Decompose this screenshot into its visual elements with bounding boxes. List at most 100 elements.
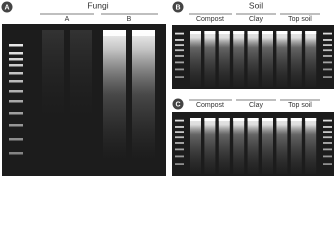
lane-smear <box>247 31 259 87</box>
ladder-band <box>175 68 184 71</box>
group-label: B <box>127 16 132 23</box>
lane-band <box>218 118 230 121</box>
lane-smear <box>190 31 201 87</box>
ladder-band <box>175 142 184 144</box>
lane-band <box>276 118 288 121</box>
group-label: A <box>65 16 70 23</box>
panel-title: Soil <box>249 0 263 10</box>
ladder-band <box>175 148 184 151</box>
ladder-band <box>323 61 332 64</box>
lane-smear <box>262 31 273 87</box>
panel-badge <box>172 1 184 13</box>
ladder-band <box>175 131 184 133</box>
lane-band <box>247 118 259 121</box>
lane-band <box>305 118 317 121</box>
lane-band <box>262 118 273 121</box>
ladder-band <box>175 49 184 52</box>
ladder-band <box>9 52 23 55</box>
ladder-band <box>175 32 184 35</box>
lane-band <box>233 118 245 121</box>
lane-smear <box>247 118 259 174</box>
panel-badge <box>1 1 13 13</box>
ladder-band <box>323 163 332 165</box>
lane-smear <box>290 118 302 174</box>
group-label: Top soil <box>288 102 312 109</box>
lane-smear <box>132 30 155 160</box>
panel-title: Fungi <box>87 0 108 10</box>
lane-band <box>290 31 302 34</box>
lane-band <box>190 118 201 121</box>
ladder-band <box>323 131 332 133</box>
figure: A Fungi A B B Soil Compost Clay Top soil… <box>1 0 334 176</box>
ladder-band <box>323 148 332 151</box>
lane-band <box>290 118 302 121</box>
ladder-band <box>175 61 184 64</box>
lane-band <box>305 31 317 34</box>
ladder-band <box>323 49 332 52</box>
ladder-band <box>9 80 23 83</box>
ladder-band <box>323 155 332 158</box>
ladder-band <box>175 126 184 128</box>
ladder-band <box>175 76 184 78</box>
lane-smear <box>276 118 288 174</box>
lane-band <box>262 31 273 34</box>
ladder-band <box>9 124 23 127</box>
ladder-band <box>175 39 184 41</box>
ladder-band <box>323 44 332 46</box>
lane-band <box>247 31 259 34</box>
ladder-band <box>323 68 332 71</box>
lane-band <box>132 30 155 36</box>
lane-smear <box>233 31 245 87</box>
ladder-band <box>323 76 332 78</box>
lane-smear <box>276 31 288 87</box>
lane <box>42 30 64 120</box>
lane-smear <box>218 118 230 174</box>
group-label: Clay <box>249 102 264 109</box>
ladder-band <box>323 142 332 144</box>
panel-badge <box>172 98 184 110</box>
lane-smear <box>305 31 317 87</box>
ladder-band <box>323 119 332 122</box>
group-label: Top soil <box>288 16 312 23</box>
ladder-band <box>323 55 332 57</box>
ladder-band <box>175 55 184 57</box>
ladder-band <box>9 64 23 67</box>
lane-smear <box>218 31 230 87</box>
ladder-band <box>9 90 23 93</box>
ladder-band <box>323 126 332 128</box>
lane <box>70 30 92 120</box>
lane-band <box>103 30 126 36</box>
panel-label: B <box>175 4 180 11</box>
lane-band <box>190 31 201 34</box>
ladder-band <box>9 152 23 155</box>
lane-smear <box>103 30 126 160</box>
ladder-band <box>9 72 23 75</box>
ladder-band <box>323 136 332 139</box>
ladder-band <box>9 100 23 103</box>
ladder-band <box>9 112 23 115</box>
lane-smear <box>204 118 216 174</box>
group-label: Compost <box>196 102 224 109</box>
lane-smear <box>262 118 273 174</box>
ladder-band <box>175 44 184 46</box>
panel-label: A <box>4 4 9 11</box>
group-label: Compost <box>196 16 224 23</box>
ladder-band <box>175 163 184 165</box>
lane-smear <box>290 31 302 87</box>
lane-band <box>204 31 216 34</box>
ladder-band <box>323 32 332 35</box>
ladder-band <box>9 58 23 61</box>
ladder-band <box>175 119 184 122</box>
lane-smear <box>190 118 201 174</box>
lane-band <box>233 31 245 34</box>
ladder-band <box>9 138 23 141</box>
lane-band <box>276 31 288 34</box>
ladder-band <box>9 44 23 47</box>
lane-smear <box>233 118 245 174</box>
group-label: Clay <box>249 16 264 23</box>
panel-label: C <box>175 101 180 108</box>
lane-smear <box>305 118 317 174</box>
lane-band <box>218 31 230 34</box>
ladder-band <box>323 39 332 41</box>
lane-band <box>204 118 216 121</box>
